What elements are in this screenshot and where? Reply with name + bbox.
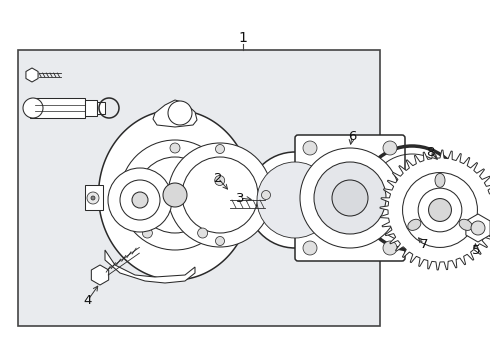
- Polygon shape: [98, 110, 251, 280]
- Circle shape: [332, 180, 368, 216]
- Circle shape: [216, 144, 224, 153]
- Circle shape: [87, 192, 99, 204]
- Text: 7: 7: [420, 238, 428, 251]
- Circle shape: [257, 162, 333, 238]
- Polygon shape: [91, 265, 109, 285]
- Circle shape: [168, 101, 192, 125]
- Text: 4: 4: [84, 293, 92, 306]
- Polygon shape: [380, 150, 490, 270]
- Circle shape: [197, 228, 208, 238]
- Text: 6: 6: [348, 130, 356, 143]
- Circle shape: [120, 140, 230, 250]
- Circle shape: [163, 183, 187, 207]
- Ellipse shape: [459, 219, 472, 230]
- Circle shape: [314, 162, 386, 234]
- Polygon shape: [26, 68, 38, 82]
- Circle shape: [137, 157, 213, 233]
- Text: 2: 2: [214, 171, 222, 185]
- Circle shape: [125, 175, 135, 185]
- Bar: [85, 100, 97, 116]
- Circle shape: [383, 241, 397, 255]
- FancyBboxPatch shape: [295, 135, 405, 261]
- Text: 8: 8: [426, 145, 434, 158]
- Circle shape: [303, 141, 317, 155]
- Bar: [18, 50, 380, 326]
- Circle shape: [23, 98, 43, 118]
- Circle shape: [262, 190, 270, 199]
- Circle shape: [168, 143, 272, 247]
- Polygon shape: [105, 250, 195, 283]
- Text: 1: 1: [239, 31, 247, 45]
- Circle shape: [216, 237, 224, 246]
- Text: 5: 5: [472, 243, 480, 257]
- Bar: [85, 185, 103, 210]
- Circle shape: [170, 190, 178, 199]
- Ellipse shape: [435, 174, 445, 187]
- Circle shape: [247, 152, 343, 248]
- Bar: [30, 98, 85, 118]
- Circle shape: [383, 141, 397, 155]
- Ellipse shape: [408, 219, 421, 230]
- Circle shape: [143, 228, 152, 238]
- Circle shape: [182, 157, 258, 233]
- Circle shape: [91, 196, 95, 200]
- Circle shape: [215, 175, 225, 185]
- Circle shape: [429, 199, 451, 221]
- Circle shape: [170, 143, 180, 153]
- Circle shape: [303, 241, 317, 255]
- Text: 3: 3: [236, 192, 244, 204]
- Polygon shape: [153, 100, 197, 127]
- Circle shape: [108, 168, 172, 232]
- Circle shape: [471, 221, 485, 235]
- Circle shape: [418, 188, 462, 232]
- Polygon shape: [466, 214, 490, 242]
- Bar: [97, 102, 105, 114]
- Circle shape: [132, 192, 148, 208]
- Circle shape: [403, 172, 477, 247]
- Circle shape: [120, 180, 160, 220]
- Circle shape: [300, 148, 400, 248]
